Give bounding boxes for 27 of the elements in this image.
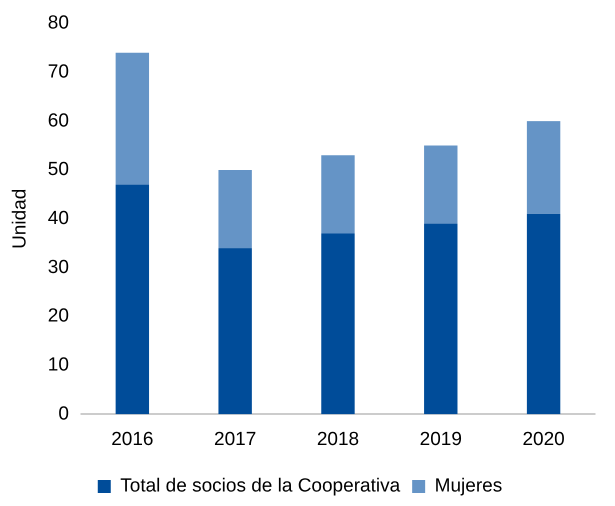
x-tick-label: 2020 (522, 428, 565, 450)
bar (321, 233, 355, 414)
x-tick-label: 2018 (316, 428, 360, 450)
bar (424, 146, 458, 224)
bar (526, 121, 560, 214)
y-tick-label: 30 (48, 256, 69, 278)
bar (218, 170, 252, 248)
bar (116, 184, 150, 414)
bar (218, 248, 252, 414)
bar (116, 52, 150, 185)
bar (526, 214, 560, 414)
y-tick-label: 0 (58, 403, 69, 424)
x-tick-label: 2019 (420, 428, 462, 450)
y-tick-label: 60 (48, 110, 69, 132)
y-tick-label: 20 (48, 306, 69, 327)
legend-label: Total de socios de la Cooperativa (120, 476, 401, 497)
y-tick-label: 70 (48, 61, 69, 82)
y-axis-title: Unidad (10, 188, 31, 249)
y-tick-label: 80 (48, 12, 69, 34)
y-tick-label: 50 (48, 159, 69, 180)
bar (424, 224, 458, 414)
y-tick-label: 10 (48, 354, 69, 376)
x-tick-label: 2017 (214, 428, 256, 450)
legend-label: Mujeres (434, 476, 502, 497)
bar (321, 155, 355, 234)
x-tick-label: 2016 (111, 428, 154, 450)
y-tick-label: 40 (48, 208, 69, 230)
